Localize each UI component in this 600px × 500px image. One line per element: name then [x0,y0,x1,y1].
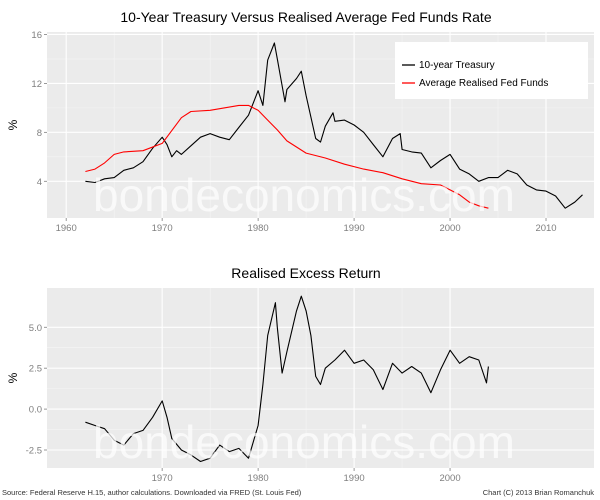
x-tick-label: 2000 [439,223,460,234]
x-tick-label: 1960 [56,223,77,234]
legend: 10-year Treasury Average Realised Fed Fun… [395,42,588,99]
y-tick-label: 12 [31,79,42,90]
y-axis-label: % [6,119,20,130]
x-tick-label: 1990 [344,473,365,484]
legend-box [395,42,588,99]
x-tick-label: 1980 [248,223,269,234]
plot-background [47,288,594,468]
panel-excess-return: 1970 1980 1990 2000 -2.5 0.0 2.5 5.0% [6,288,594,484]
y-tick-label: 5.0 [29,323,42,334]
series-line [85,295,489,463]
legend-label: Average Realised Fed Funds [419,78,548,89]
x-tick-label: 1970 [152,223,173,234]
y-tick-label: 0.0 [29,405,42,416]
x-tick-label: 1980 [248,473,269,484]
watermark-bottom: bondeconomics.com [93,416,515,468]
copyright-note: Chart (C) 2013 Brian Romanchuk [482,488,594,497]
watermark-top: bondeconomics.com [93,169,515,221]
chart-title-top: 10-Year Treasury Versus Realised Average… [120,9,491,25]
x-tick-label: 1970 [152,473,173,484]
y-tick-label: 8 [37,128,42,139]
series-line-average-realised-fed-funds [85,104,489,209]
legend-label: 10-year Treasury [419,60,495,71]
x-tick-label: 2010 [535,223,556,234]
series-line-10-year-treasury [85,42,583,209]
panel-10y-vs-fedfunds: 1960 1970 1980 1990 2000 2010 4 8 12 16% 10-year T… [6,30,594,234]
y-tick-label: 4 [37,177,42,188]
y-tick-label: 2.5 [29,364,42,375]
x-tick-label: 2000 [439,473,460,484]
y-tick-label: 16 [31,30,42,41]
x-tick-label: 1990 [344,223,365,234]
y-axis-label: % [6,372,20,383]
chart-title-bottom: Realised Excess Return [231,265,380,281]
y-tick-label: -2.5 [26,446,42,457]
source-note: Source: Federal Reserve H.15, author cal… [2,488,302,497]
